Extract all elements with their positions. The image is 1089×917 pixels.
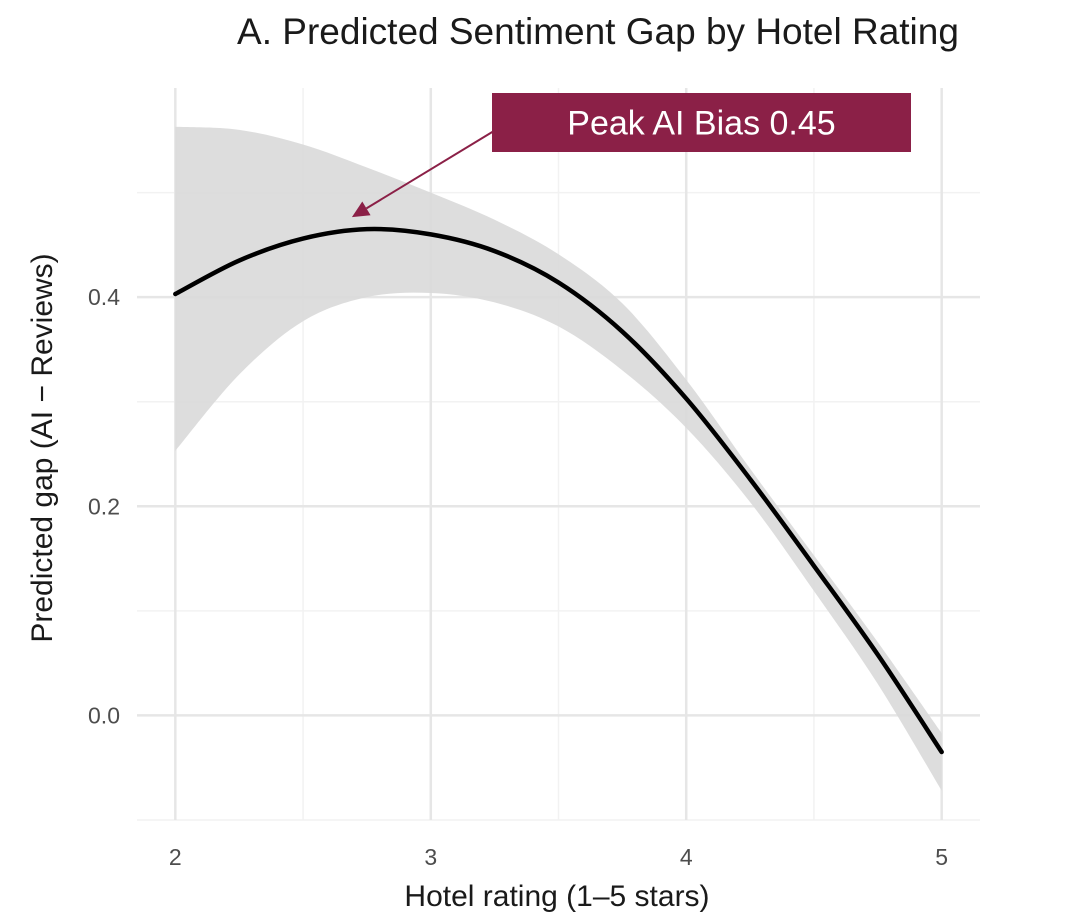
annotation-arrow-head: [351, 201, 371, 218]
x-tick-labels: 2 3 4 5: [169, 844, 948, 870]
annotation: Peak AI Bias 0.45: [351, 93, 911, 218]
chart-title: A. Predicted Sentiment Gap by Hotel Rati…: [237, 11, 959, 52]
y-tick-labels: 0.0 0.2 0.4: [88, 284, 120, 728]
x-tick-label-0: 2: [169, 844, 182, 870]
x-tick-label-2: 4: [680, 844, 693, 870]
fitted-line: [173, 226, 944, 755]
x-tick-label-3: 5: [935, 844, 948, 870]
y-axis-title: Predicted gap (AI − Reviews): [26, 253, 59, 642]
annotation-arrow: [365, 127, 499, 210]
y-tick-label-1: 0.2: [88, 493, 120, 519]
x-axis-title: Hotel rating (1–5 stars): [404, 880, 709, 913]
annotation-box: [492, 93, 911, 152]
y-tick-label-2: 0.4: [88, 284, 120, 310]
annotation-label: Peak AI Bias 0.45: [567, 105, 835, 143]
x-tick-label-1: 3: [424, 844, 437, 870]
confidence-band: [175, 126, 942, 791]
y-tick-label-0: 0.0: [88, 702, 120, 728]
